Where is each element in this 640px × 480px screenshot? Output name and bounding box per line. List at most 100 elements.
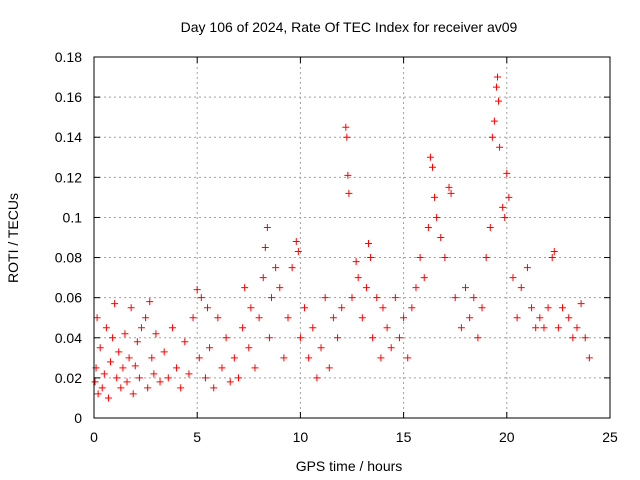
x-tick-label: 20 (499, 429, 515, 445)
data-point (100, 370, 108, 378)
data-point (383, 324, 391, 332)
data-point (348, 294, 356, 302)
x-tick-label: 10 (293, 429, 309, 445)
data-point (352, 258, 360, 266)
data-point (107, 358, 115, 366)
data-point (420, 274, 428, 282)
data-point (251, 364, 259, 372)
y-axis-title: ROTI / TECUs (5, 193, 21, 283)
data-point (369, 334, 377, 342)
data-point (373, 294, 381, 302)
data-point (137, 324, 145, 332)
data-point (121, 330, 129, 338)
data-point (261, 244, 269, 252)
data-point (548, 254, 556, 262)
data-point (554, 324, 562, 332)
data-point (288, 264, 296, 272)
data-point (577, 300, 585, 308)
data-point (189, 314, 197, 322)
data-point (365, 240, 373, 248)
data-point (408, 304, 416, 312)
data-point (93, 314, 101, 322)
data-point (334, 334, 342, 342)
data-point (367, 254, 375, 262)
data-point (431, 193, 439, 201)
data-point (226, 378, 234, 386)
data-point (127, 304, 135, 312)
data-point (445, 183, 453, 191)
data-point (91, 378, 99, 386)
y-tick-label: 0.12 (55, 169, 82, 185)
data-point (309, 324, 317, 332)
data-point (509, 274, 517, 282)
y-tick-label: 0.02 (55, 370, 82, 386)
data-point (150, 370, 158, 378)
data-point (565, 314, 573, 322)
data-point (451, 294, 459, 302)
data-point (354, 274, 362, 282)
data-point (129, 390, 137, 398)
y-tick-label: 0.16 (55, 89, 82, 105)
y-tick-label: 0.06 (55, 290, 82, 306)
data-point (185, 370, 193, 378)
data-point (474, 334, 482, 342)
data-point (513, 314, 521, 322)
y-tick-label: 0.08 (55, 250, 82, 266)
data-point (263, 223, 271, 231)
data-point (152, 330, 160, 338)
data-point (117, 384, 125, 392)
y-tick-label: 0.14 (55, 129, 82, 145)
data-point (426, 153, 434, 161)
data-point (424, 223, 432, 231)
data-point (204, 304, 212, 312)
data-point (109, 334, 117, 342)
x-tick-label: 25 (602, 429, 618, 445)
data-point (195, 354, 203, 362)
data-point (317, 344, 325, 352)
data-point (457, 324, 465, 332)
data-point (523, 264, 531, 272)
data-point (377, 354, 385, 362)
y-axis-ticks: 0 0.02 0.04 0.06 0.08 0.1 0.12 0.14 0.16 0.18 (55, 49, 610, 426)
data-point (387, 344, 395, 352)
data-point (505, 193, 513, 201)
data-point (462, 284, 470, 292)
data-point (142, 314, 150, 322)
data-point (344, 171, 352, 179)
data-point (342, 123, 350, 131)
data-point (206, 344, 214, 352)
data-point (400, 314, 408, 322)
data-point (437, 234, 445, 241)
data-points (91, 73, 593, 402)
data-point (245, 344, 253, 352)
grid-lines (94, 57, 610, 418)
data-point (559, 304, 567, 312)
data-point (268, 294, 276, 302)
data-point (292, 238, 300, 246)
data-point (222, 334, 230, 342)
data-point (412, 284, 420, 292)
data-point (343, 133, 351, 141)
x-tick-label: 5 (193, 429, 201, 445)
data-point (490, 117, 498, 125)
data-point (193, 286, 201, 294)
data-point (416, 254, 424, 262)
data-point (102, 324, 110, 332)
data-point (496, 143, 504, 151)
data-point (123, 378, 131, 386)
data-point (379, 304, 387, 312)
data-point (488, 133, 496, 141)
data-point (494, 73, 502, 81)
data-point (265, 334, 273, 342)
data-point (144, 384, 152, 392)
data-point (210, 384, 218, 392)
data-point (536, 314, 544, 322)
y-tick-label: 0 (74, 410, 82, 426)
data-point (284, 314, 292, 322)
data-point (428, 163, 436, 171)
data-point (146, 298, 154, 306)
data-point (325, 364, 333, 372)
data-point (197, 294, 205, 302)
data-point (214, 314, 222, 322)
